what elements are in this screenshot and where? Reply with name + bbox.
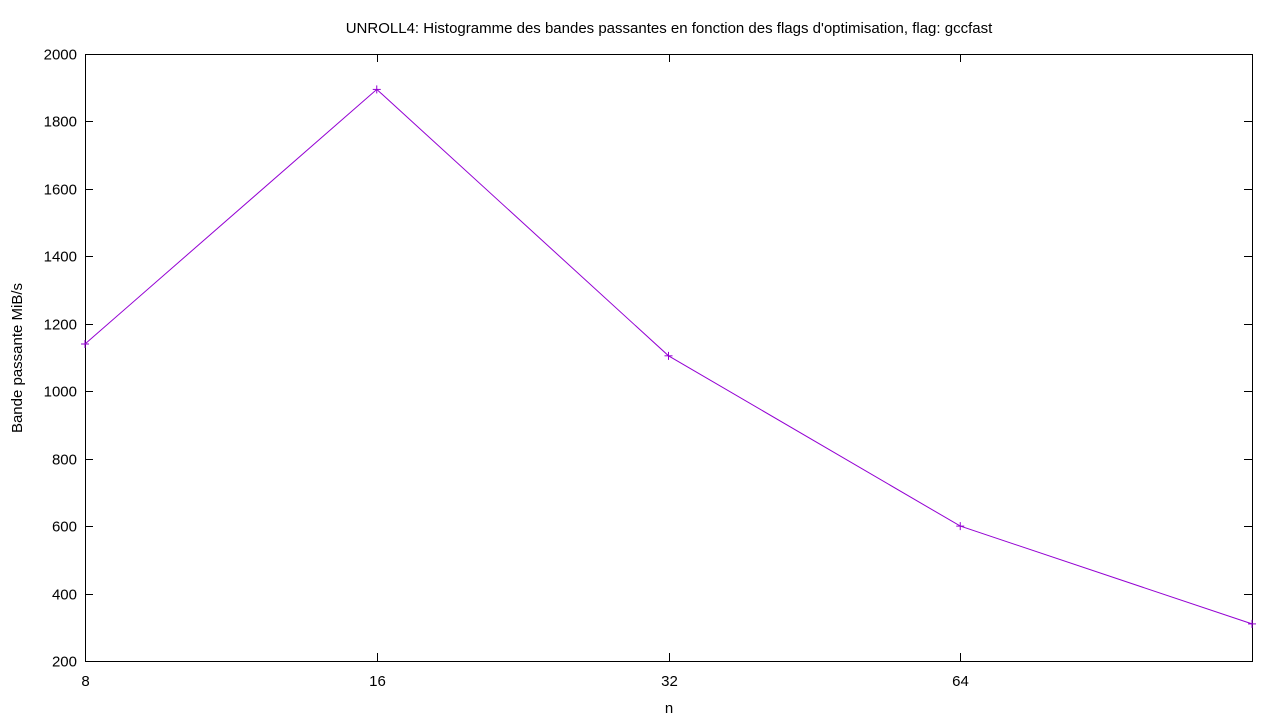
x-tick-label: 32 bbox=[661, 673, 678, 690]
y-tick-label: 400 bbox=[52, 587, 77, 604]
y-axis: 200 400 600 800 1000 1200 1400 1600 1800 2000 bbox=[44, 47, 1252, 671]
y-tick-label: 1800 bbox=[44, 114, 77, 131]
y-tick-label: 1400 bbox=[44, 249, 77, 266]
y-tick-label: 200 bbox=[52, 654, 77, 671]
y-tick-label: 2000 bbox=[44, 47, 77, 64]
x-axis-label: n bbox=[665, 700, 673, 717]
data-point-marker bbox=[372, 85, 381, 94]
data-point-marker bbox=[1248, 619, 1256, 628]
data-point-marker bbox=[956, 522, 965, 531]
y-tick-label: 600 bbox=[52, 519, 77, 536]
y-axis-label: Bande passante MiB/s bbox=[9, 283, 26, 433]
y-tick-label: 1000 bbox=[44, 384, 77, 401]
y-tick-label: 1600 bbox=[44, 182, 77, 199]
data-point-marker bbox=[664, 351, 673, 360]
x-tick-label: 16 bbox=[369, 673, 386, 690]
series-layer bbox=[81, 85, 1256, 628]
x-axis: 8 16 32 64 bbox=[81, 54, 969, 690]
y-tick-label: 1200 bbox=[44, 317, 77, 334]
chart-title: UNROLL4: Histogramme des bandes passante… bbox=[346, 20, 993, 37]
y-tick-label: 800 bbox=[52, 452, 77, 469]
data-point-marker bbox=[81, 340, 89, 349]
x-tick-label: 64 bbox=[952, 673, 969, 690]
x-tick-label: 8 bbox=[81, 673, 89, 690]
